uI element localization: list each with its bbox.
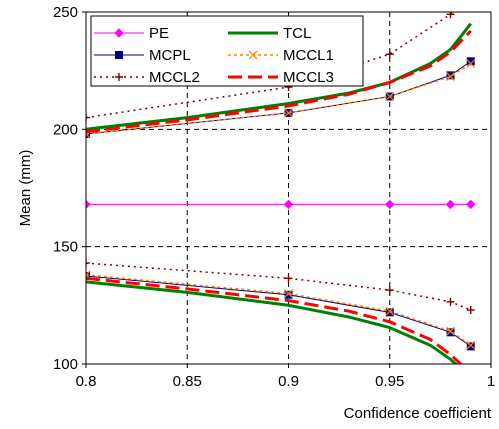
data-point <box>86 259 90 268</box>
legend-label: PE <box>149 25 169 42</box>
data-point <box>446 71 455 80</box>
data-point <box>445 199 456 210</box>
data-point <box>385 308 394 317</box>
legend: PE TCL MCPL MCCL1 MCCL2 MCCL3 <box>90 15 364 87</box>
legend-label: MCPL <box>149 47 191 64</box>
data-point <box>446 12 455 19</box>
tick-labels: 0.8 0.85 0.9 0.95 1 100 150 200 250 <box>53 4 495 390</box>
x-tick-label: 0.95 <box>375 373 404 390</box>
data-point <box>446 297 455 306</box>
data-point <box>86 113 90 122</box>
y-tick-label: 100 <box>53 356 78 373</box>
data-point <box>385 50 394 59</box>
y-tick-label: 150 <box>53 239 78 256</box>
series-mccl3 <box>86 29 472 364</box>
y-tick-label: 200 <box>53 121 78 138</box>
data-point <box>446 328 455 337</box>
data-point <box>446 326 455 336</box>
data-point <box>385 199 395 210</box>
legend-entry-mcpl: MCPL <box>94 47 191 64</box>
data-point <box>446 72 455 81</box>
data-point <box>248 50 258 60</box>
x-tick-label: 0.85 <box>173 373 202 390</box>
x-axis-label: Confidence coefficient <box>344 405 492 422</box>
data-point <box>466 340 476 350</box>
data-point <box>284 289 293 299</box>
data-point <box>385 92 395 101</box>
data-point <box>115 51 123 59</box>
y-axis-label: Mean (mm) <box>17 150 34 227</box>
legend-box <box>90 15 364 87</box>
data-point <box>385 306 395 316</box>
x-tick-label: 0.9 <box>278 373 299 390</box>
data-point <box>385 286 394 295</box>
series-mcpl <box>86 57 475 351</box>
legend-entry-pe: PE <box>94 25 169 42</box>
legend-label: TCL <box>283 25 311 42</box>
legend-entry-mccl1: MCCL1 <box>228 47 334 64</box>
data-point <box>466 59 476 69</box>
data-point <box>466 57 475 66</box>
data-point <box>466 342 475 351</box>
series-line-lower <box>86 274 472 346</box>
data-point <box>284 290 293 299</box>
data-point <box>284 274 293 283</box>
series-line-upper <box>86 29 472 134</box>
data-point <box>466 306 475 315</box>
legend-label: MCCL1 <box>283 47 334 64</box>
data-point <box>86 199 91 210</box>
series-pe <box>86 199 476 210</box>
series-line-lower <box>86 276 463 364</box>
plot-area <box>86 12 476 364</box>
series-mccl2 <box>86 12 475 315</box>
legend-label: MCCL3 <box>283 69 334 86</box>
legend-entry-mccl3: MCCL3 <box>228 69 334 86</box>
y-tick-label: 250 <box>53 4 78 21</box>
legend-label: MCCL2 <box>149 69 200 86</box>
series-line-lower <box>86 280 458 364</box>
x-tick-label: 0.8 <box>76 373 97 390</box>
data-point <box>283 199 294 210</box>
data-point <box>466 199 476 210</box>
x-tick-label: 1 <box>487 373 495 390</box>
data-point <box>114 28 124 38</box>
legend-entry-mccl2: MCCL2 <box>94 69 200 86</box>
legend-entry-tcl: TCL <box>228 25 311 42</box>
data-point <box>115 73 123 81</box>
data-point <box>284 108 293 118</box>
